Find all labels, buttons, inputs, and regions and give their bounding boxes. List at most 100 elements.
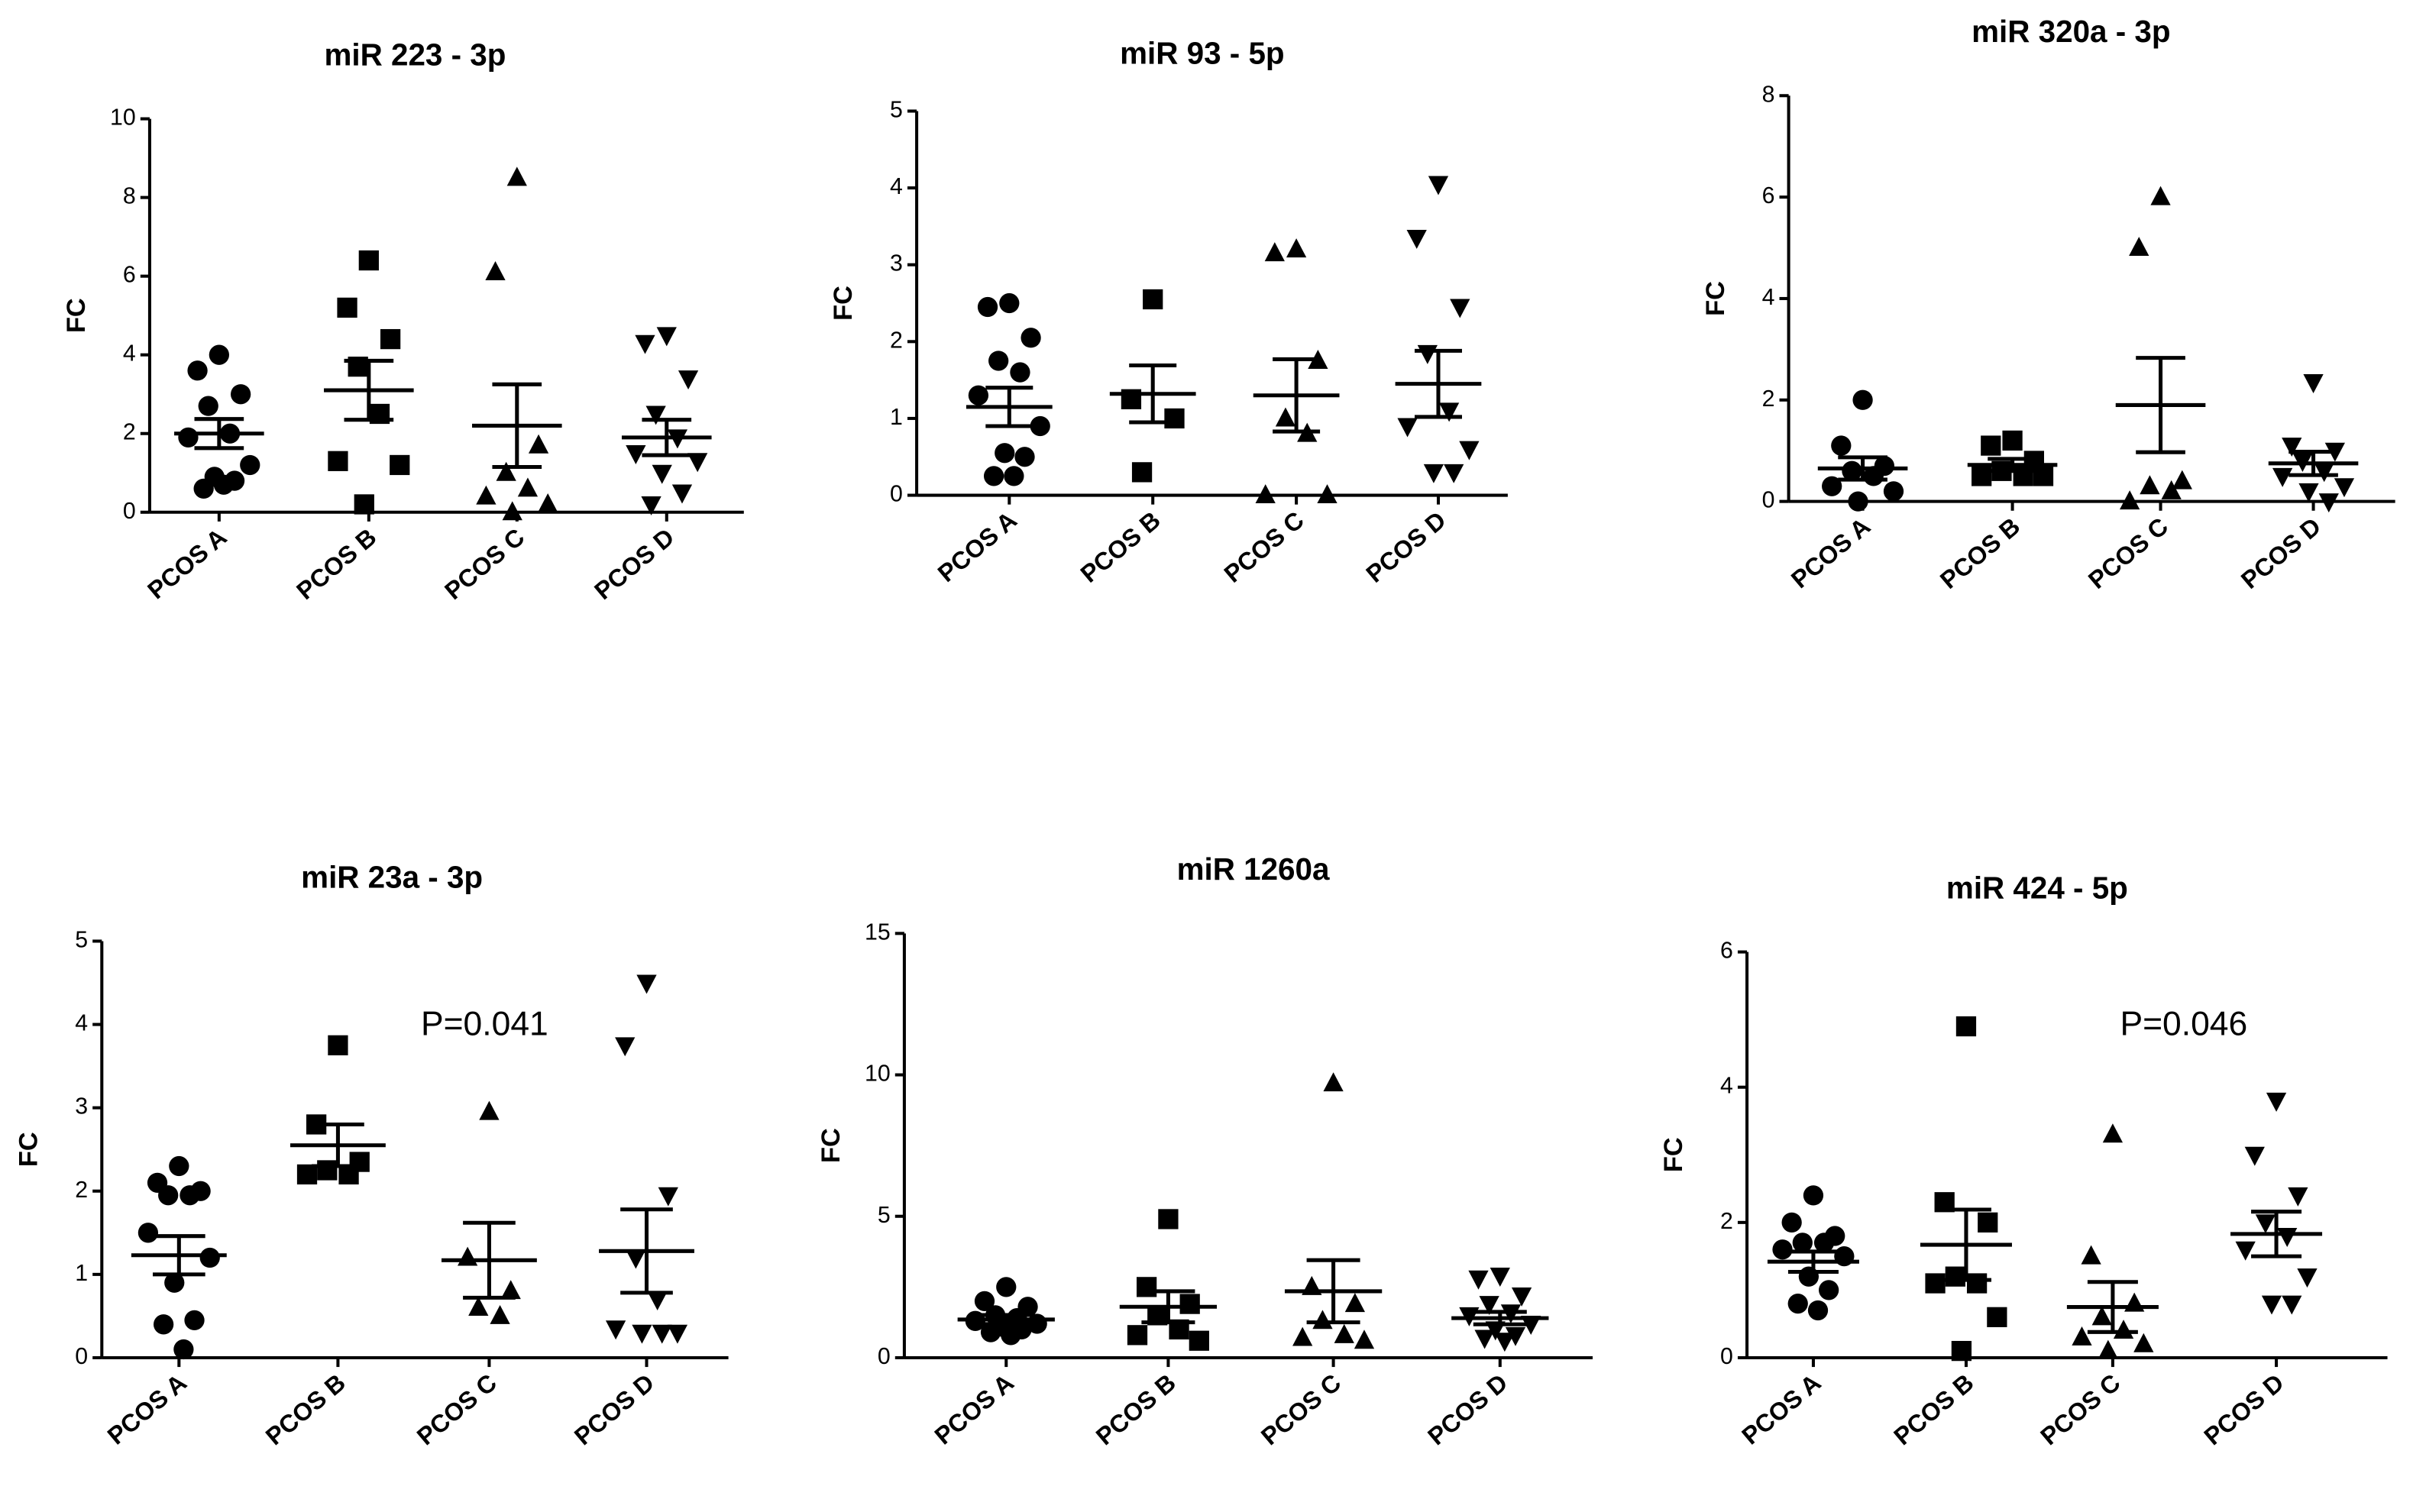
panel: miR 23a - 3p FC 0 1 2 3 4 5 PCOS A PCOS B PCOS C PC… [14, 859, 729, 1450]
point [2235, 1241, 2256, 1261]
point [1354, 1329, 1375, 1349]
point [1987, 1307, 2007, 1327]
panel: miR 93 - 5p FC 0 1 2 3 4 5 PCOS A PCOS B PCOS C PCO… [829, 35, 1508, 588]
point [2334, 478, 2355, 498]
point [1438, 402, 1460, 422]
point [1021, 328, 1041, 348]
y-tick-label: 4 [1762, 285, 1775, 310]
point [1955, 1016, 1977, 1037]
y-tick-label: 1 [890, 405, 903, 430]
chart-title: miR 320a - 3p [1972, 14, 2170, 49]
x-tick-label: PCOS D [1361, 506, 1451, 588]
point [506, 166, 527, 186]
point [1136, 1277, 1157, 1297]
point [1264, 242, 1285, 262]
y-tick-label: 2 [1720, 1209, 1733, 1234]
x-tick-label: PCOS C [1256, 1368, 1346, 1450]
point [153, 1314, 174, 1335]
y-axis-label: FC [829, 286, 858, 321]
point [528, 434, 549, 454]
point [2072, 1326, 2092, 1346]
x-tick-label: PCOS B [1076, 506, 1166, 588]
point [2133, 1333, 2154, 1352]
x-tick-label: PCOS A [1736, 1368, 1826, 1449]
point [1490, 1268, 1510, 1287]
point [1317, 484, 1338, 504]
y-tick-label: 2 [1762, 386, 1775, 412]
y-axis-label: FC [1659, 1137, 1688, 1172]
point [1468, 1270, 1489, 1290]
x-tick-label: PCOS A [933, 506, 1022, 587]
point [995, 443, 1015, 464]
point [169, 1155, 189, 1177]
point [2013, 466, 2033, 486]
point [2298, 483, 2319, 502]
y-tick-label: 0 [890, 482, 903, 507]
point [977, 296, 998, 318]
point [1803, 1185, 1824, 1206]
y-tick-label: 5 [878, 1203, 891, 1228]
annotation: P=0.041 [421, 1005, 548, 1042]
y-axis-label: FC [817, 1128, 846, 1163]
point [1831, 435, 1852, 456]
x-tick-label: PCOS A [930, 1368, 1019, 1449]
point [1772, 1239, 1793, 1260]
point [1511, 1287, 1532, 1307]
point [1004, 466, 1024, 486]
x-tick-label: PCOS A [102, 1368, 192, 1449]
panel: miR 1260a FC 0 5 10 15 PCOS A PCOS B PCOS C PCOS … [817, 851, 1593, 1450]
x-tick-label: PCOS D [2199, 1368, 2289, 1450]
y-axis-label: FC [14, 1132, 43, 1167]
y-tick-label: 2 [75, 1178, 88, 1203]
y-axis-label: FC [1701, 281, 1730, 316]
point [641, 496, 661, 515]
y-tick-label: 0 [123, 499, 136, 524]
point [2033, 466, 2054, 486]
point [1781, 1212, 1802, 1233]
chart-title: miR 223 - 3p [324, 37, 506, 72]
point [1344, 1293, 1366, 1313]
point [468, 1297, 489, 1317]
y-tick-label: 4 [123, 341, 136, 367]
point [2119, 490, 2140, 510]
point [1951, 1340, 1972, 1362]
point [687, 453, 708, 473]
point [1500, 1304, 1522, 1324]
y-tick-label: 15 [865, 919, 891, 945]
point [1505, 1326, 1526, 1346]
point [2282, 438, 2302, 457]
point [1423, 464, 1444, 483]
point [1286, 238, 1307, 258]
point [485, 261, 506, 281]
x-tick-label: PCOS C [2035, 1368, 2125, 1450]
point [1819, 1280, 1839, 1300]
point [1883, 481, 1904, 502]
x-tick-label: PCOS C [1219, 506, 1309, 588]
point [213, 474, 235, 495]
point [1030, 415, 1050, 437]
y-tick-label: 8 [1762, 82, 1775, 107]
x-tick-label: PCOS D [1422, 1368, 1512, 1450]
point [626, 444, 646, 464]
annotation: P=0.046 [2120, 1005, 2247, 1042]
point [199, 1247, 220, 1268]
point [1179, 1294, 1200, 1314]
point [1474, 1329, 1495, 1349]
point [2318, 493, 2339, 513]
point [980, 1322, 1001, 1342]
point [671, 484, 693, 504]
y-tick-label: 5 [75, 927, 88, 952]
point [180, 1185, 200, 1206]
y-tick-label: 10 [865, 1061, 891, 1087]
y-tick-label: 2 [890, 328, 903, 353]
point [1521, 1316, 1541, 1335]
point [1981, 435, 2001, 456]
point [2244, 1146, 2265, 1166]
point [2129, 237, 2149, 257]
point [184, 1310, 205, 1330]
panel: miR 424 - 5p FC 0 2 4 6 PCOS A PCOS B PCOS C PCOS… [1659, 870, 2388, 1450]
point [1798, 1266, 1820, 1287]
x-tick-label: PCOS C [412, 1368, 502, 1450]
panel: miR 223 - 3p FC 0 2 4 6 8 10 PCOS A PCOS B PCOS C P… [62, 37, 744, 605]
